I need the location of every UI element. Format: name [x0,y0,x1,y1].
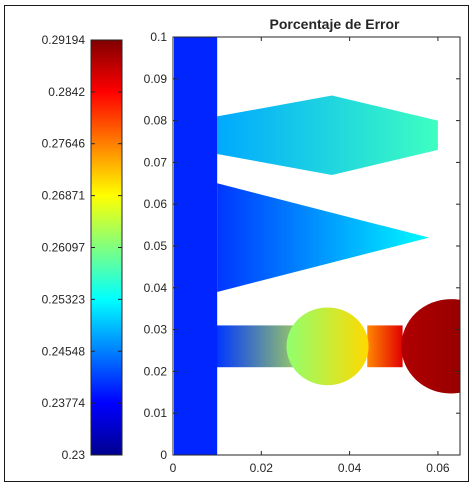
second-circle-region [401,299,460,394]
y-tick-label: 0.06 [144,197,168,211]
y-tick-label: 0.07 [144,155,168,169]
y-tick-label: 0.01 [144,406,168,420]
y-tick-label: 0.09 [144,72,168,86]
x-tick-label: 0.02 [250,461,274,475]
y-tick-label: 0 [160,448,167,462]
figure-frame: 0.23 0.23774 0.24548 0.25323 0.26097 0.26871 0… [4,5,469,482]
colorbar-tick-label: 0.26871 [42,189,86,203]
x-tick-label: 0.06 [426,461,450,475]
y-tick-label: 0.03 [144,323,168,337]
plot-area: 0 0.02 0.04 0.06 0 0.01 0.02 0.03 0.04 0.05 0.06 0… [144,16,461,475]
x-tick-label: 0 [170,461,177,475]
connector-region [367,325,403,368]
colorbar-tick-label: 0.23774 [42,396,86,410]
upper-arm-region [217,95,438,175]
middle-arm-region [217,183,430,292]
y-tick-label: 0.08 [144,114,168,128]
colorbar-tick-label: 0.29194 [42,33,86,47]
y-tick-label: 0.02 [144,364,168,378]
first-circle-region [286,307,369,386]
y-tick-label: 0.05 [144,239,168,253]
colorbar-tick-label: 0.23 [62,448,86,462]
figure-canvas: 0.23 0.23774 0.24548 0.25323 0.26097 0.26871 0… [42,16,461,475]
colorbar: 0.23 0.23774 0.24548 0.25323 0.26097 0.26871 0… [42,33,123,462]
colorbar-tick-label: 0.2842 [48,85,85,99]
y-tick-label: 0.1 [150,30,167,44]
colorbar-tick-label: 0.26097 [42,241,86,255]
y-tick-label: 0.04 [144,281,168,295]
colorbar-tick-label: 0.24548 [42,344,86,358]
colorbar-tick-label: 0.27646 [42,137,86,151]
x-tick-label: 0.04 [338,461,362,475]
vertical-channel-region [174,37,218,455]
colorbar-tick-label: 0.25323 [42,292,86,306]
chart-title: Porcentaje de Error [270,16,400,32]
colorbar-gradient [90,39,123,456]
